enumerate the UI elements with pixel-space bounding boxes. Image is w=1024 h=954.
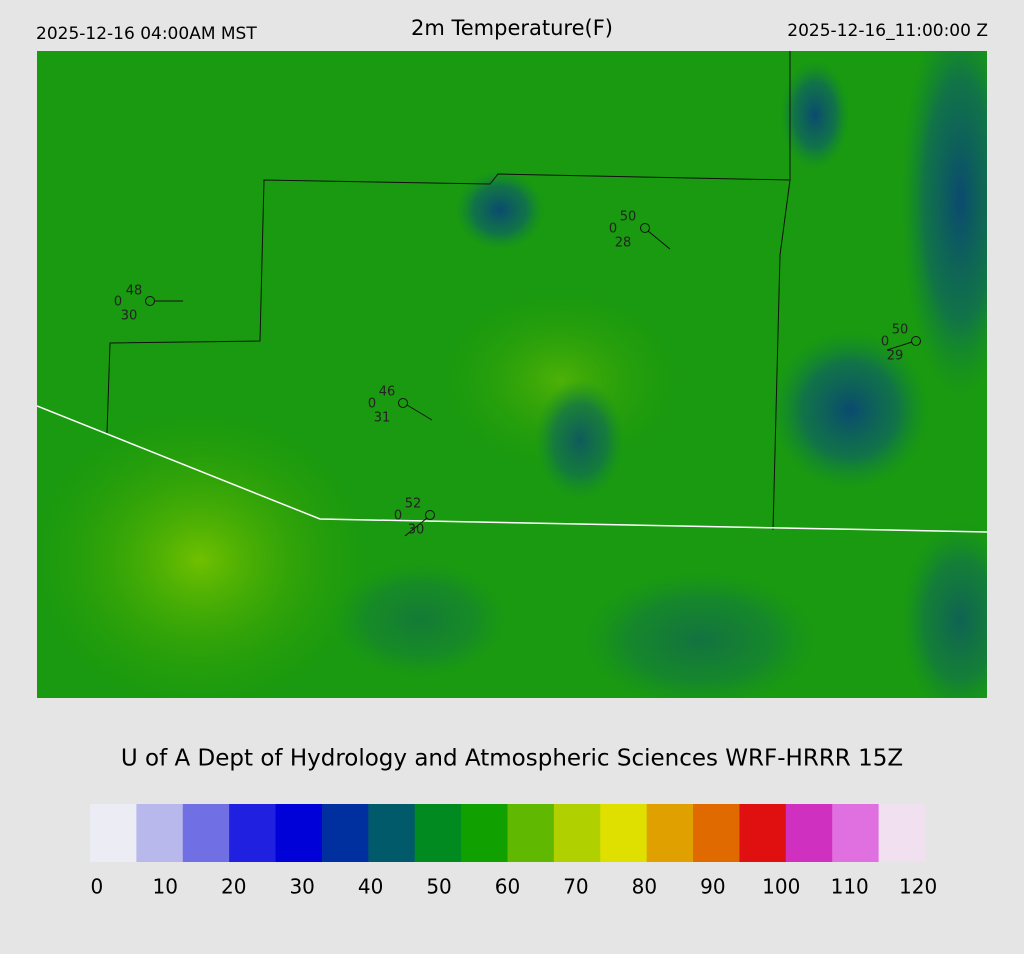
station-left: 0 [881, 335, 889, 350]
station-left: 0 [114, 295, 122, 310]
station-2: 50 0 29 [881, 323, 921, 364]
colorbar-tick-label: 50 [426, 875, 451, 899]
colorbar-tick-label: 20 [221, 875, 246, 899]
dewpoint: 30 [121, 309, 138, 324]
colorbar-cell [368, 804, 416, 862]
colorbar-cell [136, 804, 184, 862]
colorbar: 0 10 20 30 40 50 60 70 80 90 100 110 120 [90, 804, 937, 899]
utc-time: 2025-12-16_11:00:00 Z [787, 21, 988, 41]
station-4: 52 0 30 [394, 497, 435, 538]
temperature: 50 [892, 323, 909, 338]
colorbar-tick-label: 30 [289, 875, 314, 899]
local-time: 2025-12-16 04:00AM MST [36, 24, 257, 44]
colorbar-tick-label: 120 [899, 875, 937, 899]
colorbar-cell [600, 804, 648, 862]
dewpoint: 29 [887, 349, 904, 364]
station-1: 50 0 28 [609, 210, 671, 251]
colorbar-tick-label: 100 [762, 875, 800, 899]
colorbar-cell [785, 804, 833, 862]
colorbar-cell [461, 804, 508, 862]
colorbar-tick-label: 90 [700, 875, 725, 899]
colorbar-cell [275, 804, 323, 862]
colorbar-cell [878, 804, 926, 862]
title: 2m Temperature(F) [411, 16, 613, 40]
colorbar-cell [321, 804, 369, 862]
station-3: 46 0 31 [368, 385, 433, 426]
temperature: 52 [405, 497, 422, 512]
station-left: 0 [394, 509, 402, 524]
colorbar-cell [832, 804, 880, 862]
temperature: 46 [379, 385, 396, 400]
colorbar-cell [507, 804, 555, 862]
temperature: 48 [126, 284, 143, 299]
dewpoint: 31 [374, 411, 391, 426]
colorbar-cell [553, 804, 601, 862]
colorbar-cell [90, 804, 137, 862]
map [37, 51, 987, 698]
colorbar-cell [739, 804, 787, 862]
credit: U of A Dept of Hydrology and Atmospheric… [121, 746, 903, 772]
colorbar-tick-label: 80 [632, 875, 657, 899]
dewpoint: 28 [615, 236, 632, 251]
station-left: 0 [368, 397, 376, 412]
station-0: 48 0 30 [114, 284, 183, 324]
colorbar-cell [414, 804, 462, 862]
colorbar-cell [229, 804, 277, 862]
colorbar-tick-label: 0 [90, 875, 103, 899]
station-left: 0 [609, 222, 617, 237]
colorbar-tick-label: 110 [831, 875, 869, 899]
colorbar-tick-label: 10 [153, 875, 178, 899]
colorbar-tick-label: 40 [358, 875, 383, 899]
colorbar-cell [182, 804, 230, 862]
colorbar-tick-label: 60 [495, 875, 520, 899]
colorbar-tick-label: 70 [563, 875, 588, 899]
colorbar-cell [646, 804, 694, 862]
colorbar-cell [693, 804, 740, 862]
dewpoint: 30 [408, 523, 425, 538]
temperature: 50 [620, 210, 637, 225]
